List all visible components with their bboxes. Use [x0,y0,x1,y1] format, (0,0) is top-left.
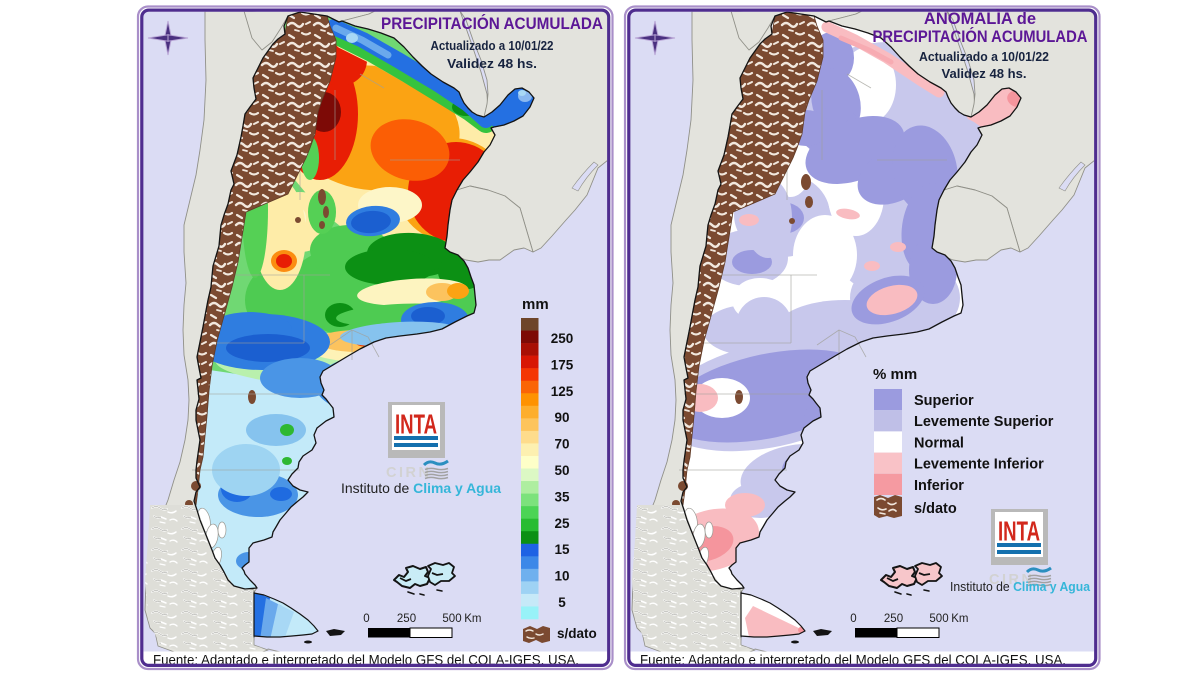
svg-text:Inferior: Inferior [914,478,964,494]
svg-text:Fuente: Adaptado e interpretad: Fuente: Adaptado e interpretado del Mode… [640,653,1066,668]
svg-text:Instituto de Clima y Agua: Instituto de Clima y Agua [950,579,1091,594]
svg-text:500 Km: 500 Km [929,613,968,625]
svg-text:CIRN: CIRN [989,572,1034,588]
svg-text:5: 5 [558,595,566,610]
svg-text:10: 10 [554,569,569,584]
svg-text:Levemente Superior: Levemente Superior [914,414,1054,430]
svg-text:PRECIPITACIÓN ACUMULADA: PRECIPITACIÓN ACUMULADA [381,14,603,33]
svg-text:250: 250 [884,613,903,625]
svg-text:500 Km: 500 Km [442,613,481,625]
svg-text:Actualizado a 10/01/22: Actualizado a 10/01/22 [431,38,554,53]
svg-text:s/dato: s/dato [914,501,957,517]
svg-text:175: 175 [551,357,574,372]
svg-text:CIRN: CIRN [386,465,431,481]
svg-text:15: 15 [554,542,570,557]
svg-text:Actualizado a 10/01/22: Actualizado a 10/01/22 [919,49,1049,64]
svg-text:Normal: Normal [914,435,964,451]
svg-text:mm: mm [522,296,549,313]
svg-text:90: 90 [554,410,569,425]
svg-text:Validez 48 hs.: Validez 48 hs. [447,56,537,71]
svg-text:0: 0 [363,613,369,625]
svg-text:35: 35 [554,489,570,504]
svg-text:Validez 48 hs.: Validez 48 hs. [942,66,1027,81]
svg-text:s/dato: s/dato [557,626,597,641]
svg-text:ANOMALÌA de: ANOMALÌA de [924,9,1036,28]
svg-text:250: 250 [551,331,574,346]
svg-text:0: 0 [850,613,856,625]
svg-text:50: 50 [554,463,569,478]
svg-text:25: 25 [554,516,570,531]
svg-text:125: 125 [551,384,574,399]
svg-text:PRECIPITACIÓN ACUMULADA: PRECIPITACIÓN ACUMULADA [873,27,1088,46]
svg-text:% mm: % mm [873,366,917,383]
svg-text:INTA: INTA [395,409,437,440]
svg-text:INTA: INTA [998,516,1040,547]
svg-text:250: 250 [397,613,416,625]
svg-text:Superior: Superior [914,393,974,409]
svg-text:Fuente: Adaptado e interpretad: Fuente: Adaptado e interpretado del Mode… [153,653,579,668]
svg-text:Instituto de Clima y Agua: Instituto de Clima y Agua [341,481,501,496]
svg-text:Levemente Inferior: Levemente Inferior [914,457,1044,473]
svg-text:70: 70 [554,437,569,452]
